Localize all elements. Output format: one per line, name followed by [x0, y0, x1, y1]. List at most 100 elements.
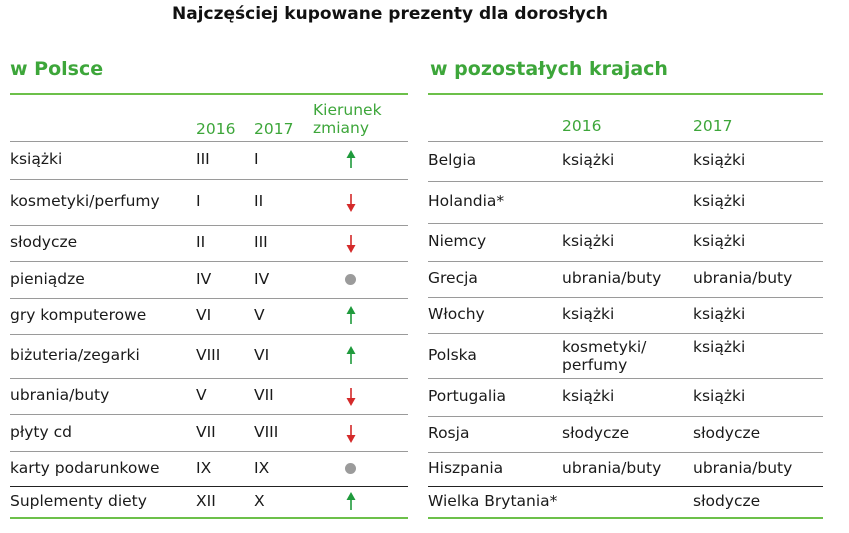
- row-divider: [10, 451, 408, 452]
- no-change-dot-icon: [345, 462, 356, 474]
- table-cell-2016: I: [196, 192, 201, 210]
- divider: [10, 93, 408, 95]
- table-cell-2017: książki: [693, 338, 746, 356]
- row-divider: [428, 452, 823, 453]
- row-divider: [10, 414, 408, 415]
- table-cell-2017: V: [254, 306, 265, 324]
- table-cell-2016: VII: [196, 422, 216, 441]
- table-cell-item: gry komputerowe: [10, 306, 147, 324]
- table-cell-item: książki: [10, 150, 63, 168]
- table-cell-2016: książki: [562, 305, 615, 323]
- table-cell-2016: VIII: [196, 346, 221, 364]
- row-divider: [428, 261, 823, 262]
- table-cell-2017: IV: [254, 269, 270, 288]
- table-cell-2017: VIII: [254, 422, 279, 441]
- header-direction-line2: zmiany: [313, 119, 370, 137]
- table-cell-item: słodycze: [10, 233, 78, 251]
- table-cell-2016-line2: perfumy: [562, 356, 628, 374]
- row-divider: [10, 179, 408, 180]
- table-cell-country: Niemcy: [428, 232, 487, 250]
- table-cell-2016: II: [196, 233, 206, 251]
- row-divider: [428, 297, 823, 298]
- table-cell-2017: książki: [693, 305, 746, 323]
- table-cell-2016: książki: [562, 232, 615, 250]
- table-cell-item: karty podarunkowe: [10, 458, 160, 477]
- table-cell-2016: ubrania/buty: [562, 269, 662, 287]
- table-cell-2016: kosmetyki/: [562, 338, 647, 356]
- arrow-down-icon: [346, 235, 356, 253]
- table-cell-2017: słodycze: [693, 491, 761, 510]
- table-cell-2017: VI: [254, 346, 270, 364]
- header-2017: 2017: [254, 120, 294, 138]
- table-cell-2016: XII: [196, 491, 216, 510]
- table-cell-2016: VI: [196, 306, 212, 324]
- table-cell-country: Portugalia: [428, 387, 506, 405]
- table-cell-2016: V: [196, 386, 207, 404]
- header-right-2017: 2017: [693, 117, 733, 135]
- arrow-up-icon: [346, 150, 356, 168]
- row-divider: [10, 486, 408, 487]
- arrow-up-icon: [346, 346, 356, 364]
- row-divider: [10, 298, 408, 299]
- no-change-dot-icon: [345, 273, 356, 285]
- table-cell-2016: IX: [196, 458, 212, 477]
- table-cell-2017: III: [254, 233, 268, 251]
- table-cell-2017: słodycze: [693, 424, 761, 442]
- table-cell-2017: X: [254, 491, 265, 510]
- arrow-down-icon: [346, 424, 356, 443]
- row-divider: [10, 261, 408, 262]
- section-title-poland: w Polsce: [10, 58, 104, 80]
- table-cell-2017: ubrania/buty: [693, 459, 793, 477]
- table-cell-2016: książki: [562, 151, 615, 169]
- table-cell-item: Suplementy diety: [10, 491, 147, 510]
- table-cell-item: pieniądze: [10, 269, 85, 288]
- arrow-down-icon: [346, 388, 356, 406]
- row-divider: [428, 517, 823, 519]
- table-cell-2017: IX: [254, 458, 270, 477]
- page-title: Najczęściej kupowane prezenty dla dorosł…: [171, 4, 609, 24]
- table-cell-2016: słodycze: [562, 424, 630, 442]
- row-divider: [428, 223, 823, 224]
- header-direction-line1: Kierunek: [313, 101, 382, 119]
- row-divider: [428, 416, 823, 417]
- table-cell-2017: książki: [693, 192, 746, 210]
- table-cell-country: Włochy: [428, 305, 485, 323]
- row-divider: [428, 181, 823, 182]
- header-2016: 2016: [196, 120, 236, 138]
- row-divider: [10, 141, 408, 142]
- table-cell-2017: książki: [693, 232, 746, 250]
- table-cell-2017: ubrania/buty: [693, 269, 793, 287]
- arrow-up-icon: [346, 306, 356, 324]
- table-cell-country: Grecja: [428, 269, 478, 287]
- section-title-other-countries: w pozostałych krajach: [430, 58, 668, 80]
- table-cell-2017: II: [254, 192, 264, 210]
- table-cell-2016: III: [196, 150, 210, 168]
- table-cell-country: Rosja: [428, 424, 470, 442]
- table-cell-2017: VII: [254, 386, 274, 404]
- table-cell-2016: IV: [196, 269, 212, 288]
- table-cell-country: Hiszpania: [428, 459, 504, 477]
- table-cell-2017: książki: [693, 387, 746, 405]
- row-divider: [10, 225, 408, 226]
- table-cell-item: biżuteria/zegarki: [10, 346, 140, 364]
- table-cell-item: płyty cd: [10, 422, 72, 441]
- table-cell-item: ubrania/buty: [10, 386, 110, 404]
- table-cell-2016: książki: [562, 387, 615, 405]
- table-cell-item: kosmetyki/perfumy: [10, 192, 160, 210]
- row-divider: [10, 334, 408, 335]
- table-cell-2017: książki: [693, 151, 746, 169]
- row-divider: [10, 378, 408, 379]
- table-cell-country: Holandia*: [428, 192, 505, 210]
- arrow-down-icon: [346, 194, 356, 212]
- table-cell-country: Polska: [428, 345, 477, 364]
- row-divider: [10, 517, 408, 519]
- table-cell-2017: I: [254, 150, 259, 168]
- row-divider: [428, 141, 823, 142]
- row-divider: [428, 378, 823, 379]
- table-cell-country: Belgia: [428, 151, 477, 169]
- arrow-up-icon: [346, 491, 356, 510]
- header-right-2016: 2016: [562, 117, 602, 135]
- table-cell-country: Wielka Brytania*: [428, 491, 558, 510]
- row-divider: [428, 486, 823, 487]
- row-divider: [428, 333, 823, 334]
